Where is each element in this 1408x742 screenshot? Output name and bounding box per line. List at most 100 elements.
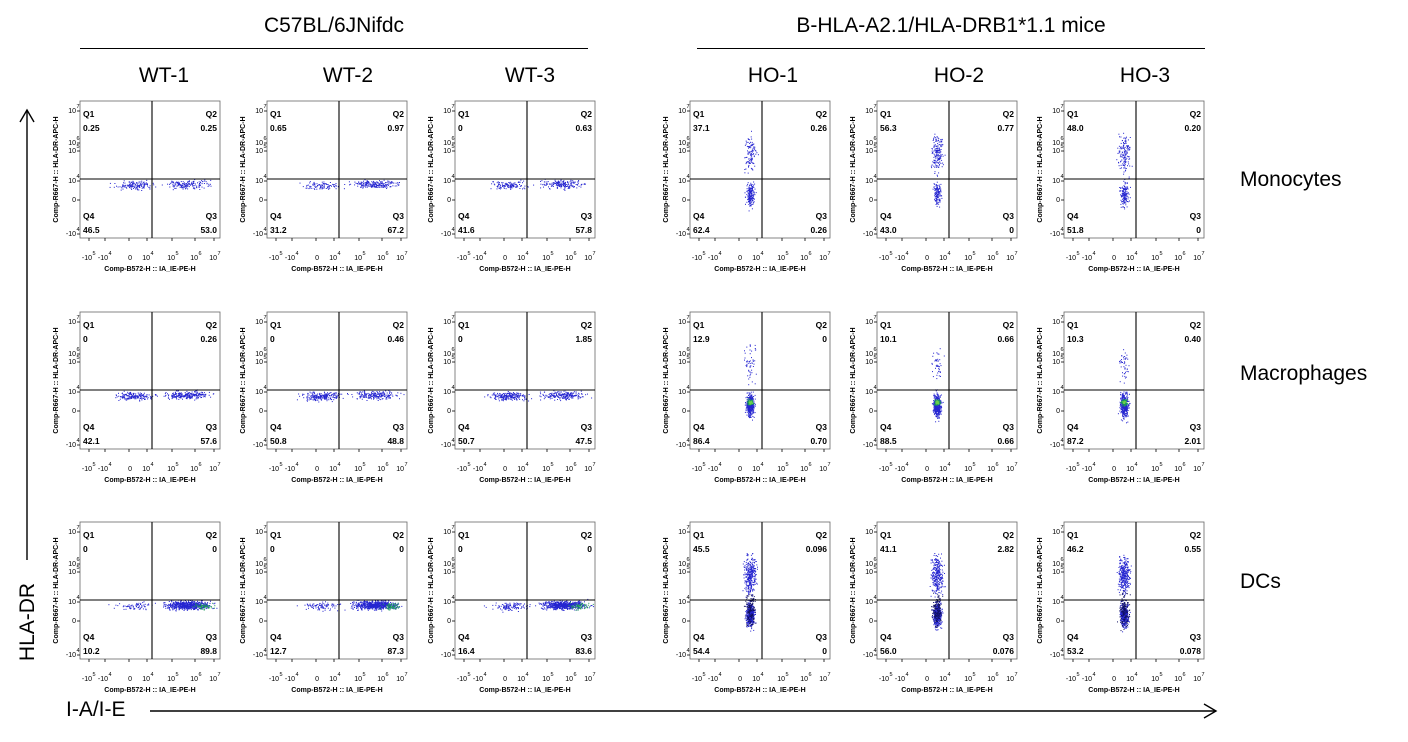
data-point (123, 396, 125, 398)
data-point (369, 185, 371, 187)
data-point (935, 404, 937, 405)
data-point (935, 188, 937, 190)
data-point (939, 405, 940, 407)
data-point (751, 394, 753, 396)
data-point (375, 186, 377, 188)
data-point (934, 407, 936, 409)
data-point (936, 162, 938, 164)
data-point (174, 393, 176, 395)
data-point (109, 182, 111, 184)
sample-label: HO-1 (747, 64, 799, 87)
data-point (187, 395, 189, 397)
data-point (546, 181, 548, 183)
data-point (369, 393, 370, 395)
data-point (391, 394, 393, 396)
data-point (366, 400, 368, 401)
data-point (324, 398, 325, 400)
data-point (528, 394, 530, 395)
quadrant-value-q1: 37.1 (693, 123, 710, 133)
data-point (494, 394, 496, 396)
data-point (573, 186, 575, 187)
data-point (139, 184, 141, 186)
data-point (363, 182, 365, 184)
data-point (504, 394, 506, 396)
data-point (383, 183, 385, 184)
data-point (201, 183, 203, 185)
y-tick-label: 0 (447, 408, 451, 415)
x-tick-exponent: 4 (109, 462, 112, 468)
data-point (509, 398, 511, 400)
quadrant-label-q2: Q2 (393, 109, 405, 119)
x-tick-label: 10 (777, 255, 785, 262)
data-point (387, 180, 389, 182)
y-tick-exponent: 4 (874, 385, 877, 391)
data-point (1127, 148, 1129, 150)
data-point (936, 393, 938, 395)
data-point (938, 402, 940, 404)
y-tick-label: -10 (676, 442, 686, 449)
y-tick-label: 0 (869, 408, 873, 415)
data-point (129, 186, 131, 187)
data-point (752, 391, 754, 393)
data-point (519, 395, 520, 397)
data-point (502, 182, 504, 184)
data-point (750, 159, 752, 160)
data-point (309, 397, 311, 399)
data-point (145, 182, 147, 184)
data-point (348, 181, 350, 183)
y-tick-label: 0 (72, 197, 76, 204)
data-point (937, 194, 939, 196)
data-point (935, 401, 936, 403)
data-point (180, 392, 182, 394)
quadrant-value-q4: 88.5 (880, 436, 897, 446)
data-point (565, 394, 567, 395)
data-point (936, 364, 938, 366)
data-point (192, 182, 194, 184)
data-point (569, 181, 571, 183)
data-point (749, 162, 750, 164)
data-point (940, 157, 942, 159)
data-point (573, 395, 575, 397)
x-tick-label: 0 (315, 255, 319, 262)
data-point (165, 392, 167, 393)
data-point (1123, 409, 1125, 411)
data-point (1127, 198, 1129, 200)
data-point (358, 183, 360, 185)
data-point (171, 396, 173, 398)
data-point (937, 415, 939, 417)
data-point (935, 148, 937, 150)
data-point (127, 185, 129, 187)
data-point (935, 421, 937, 423)
data-point (516, 393, 518, 394)
data-point (123, 393, 125, 395)
data-point (132, 395, 134, 397)
data-point (125, 394, 126, 395)
data-point (379, 391, 381, 393)
data-point (167, 397, 169, 399)
data-point (1124, 183, 1126, 185)
data-point (1124, 159, 1126, 161)
data-point (321, 185, 323, 187)
data-point (178, 398, 180, 400)
quadrant-label-q4: Q4 (880, 422, 892, 432)
data-point (557, 180, 559, 182)
x-tick-label: 10 (167, 255, 175, 262)
data-point (749, 366, 751, 368)
data-point (491, 183, 493, 185)
data-point (1128, 192, 1129, 194)
data-point (556, 396, 558, 398)
y-tick-exponent: 5 (452, 144, 455, 150)
data-point (1122, 147, 1124, 149)
data-point (1128, 406, 1130, 408)
data-point (502, 185, 503, 187)
data-point (510, 185, 512, 187)
x-tick-label: 10 (142, 255, 150, 262)
data-point (936, 165, 938, 167)
data-point (940, 146, 942, 148)
y-tick-exponent: 7 (77, 315, 80, 321)
data-point (506, 397, 508, 399)
data-point (193, 186, 195, 188)
data-point (934, 360, 936, 362)
data-point (560, 185, 561, 187)
data-point (519, 188, 521, 189)
